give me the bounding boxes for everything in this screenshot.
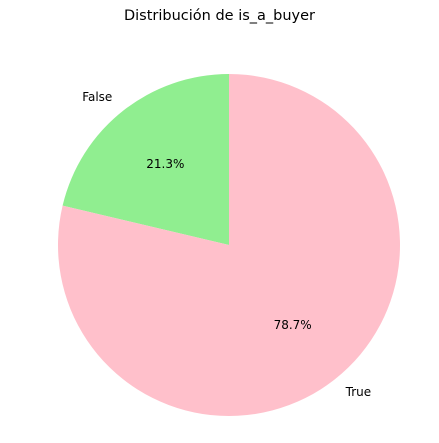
chart-title: Distribución de is_a_buyer <box>123 8 316 24</box>
slice-pct-label-false: 21.3% <box>146 157 184 171</box>
slice-pct-label-true: 78.7% <box>274 318 312 332</box>
pie-slice-false <box>62 74 229 245</box>
slice-label-true: True <box>345 385 372 399</box>
pie-slice-true <box>58 74 401 417</box>
slice-label-false: False <box>82 90 112 104</box>
